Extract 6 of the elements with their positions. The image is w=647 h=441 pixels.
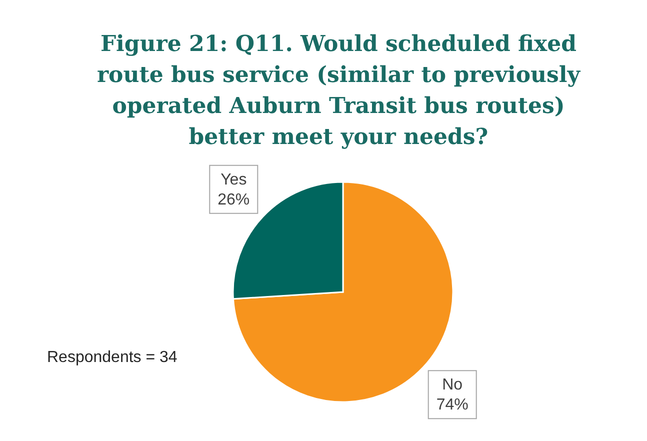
slice-label: No [442, 376, 463, 394]
text: Respondents = 34 [47, 349, 178, 366]
data-label: 74% [436, 396, 468, 414]
slice-label: Yes [220, 171, 247, 188]
chart-title: Figure 21: Q11. Would scheduled fixed route bus service (similar to previously operated Auburn Transit bus routes) better meet your needs? [96, 31, 582, 150]
data-label: 26% [218, 191, 250, 208]
